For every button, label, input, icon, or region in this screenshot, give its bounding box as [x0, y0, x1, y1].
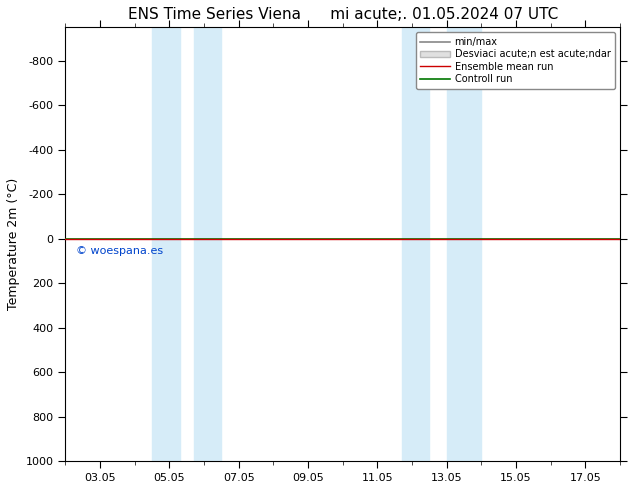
Legend: min/max, Desviaci acute;n est acute;ndar, Ensemble mean run, Controll run: min/max, Desviaci acute;n est acute;ndar… — [416, 32, 615, 89]
Bar — [152, 27, 179, 461]
Bar — [402, 27, 429, 461]
Title: ENS Time Series Viena      mi acute;. 01.05.2024 07 UTC: ENS Time Series Viena mi acute;. 01.05.2… — [127, 7, 558, 22]
Bar — [447, 27, 481, 461]
Y-axis label: Temperature 2m (°C): Temperature 2m (°C) — [7, 178, 20, 310]
Bar — [193, 27, 221, 461]
Text: © woespana.es: © woespana.es — [77, 246, 164, 256]
